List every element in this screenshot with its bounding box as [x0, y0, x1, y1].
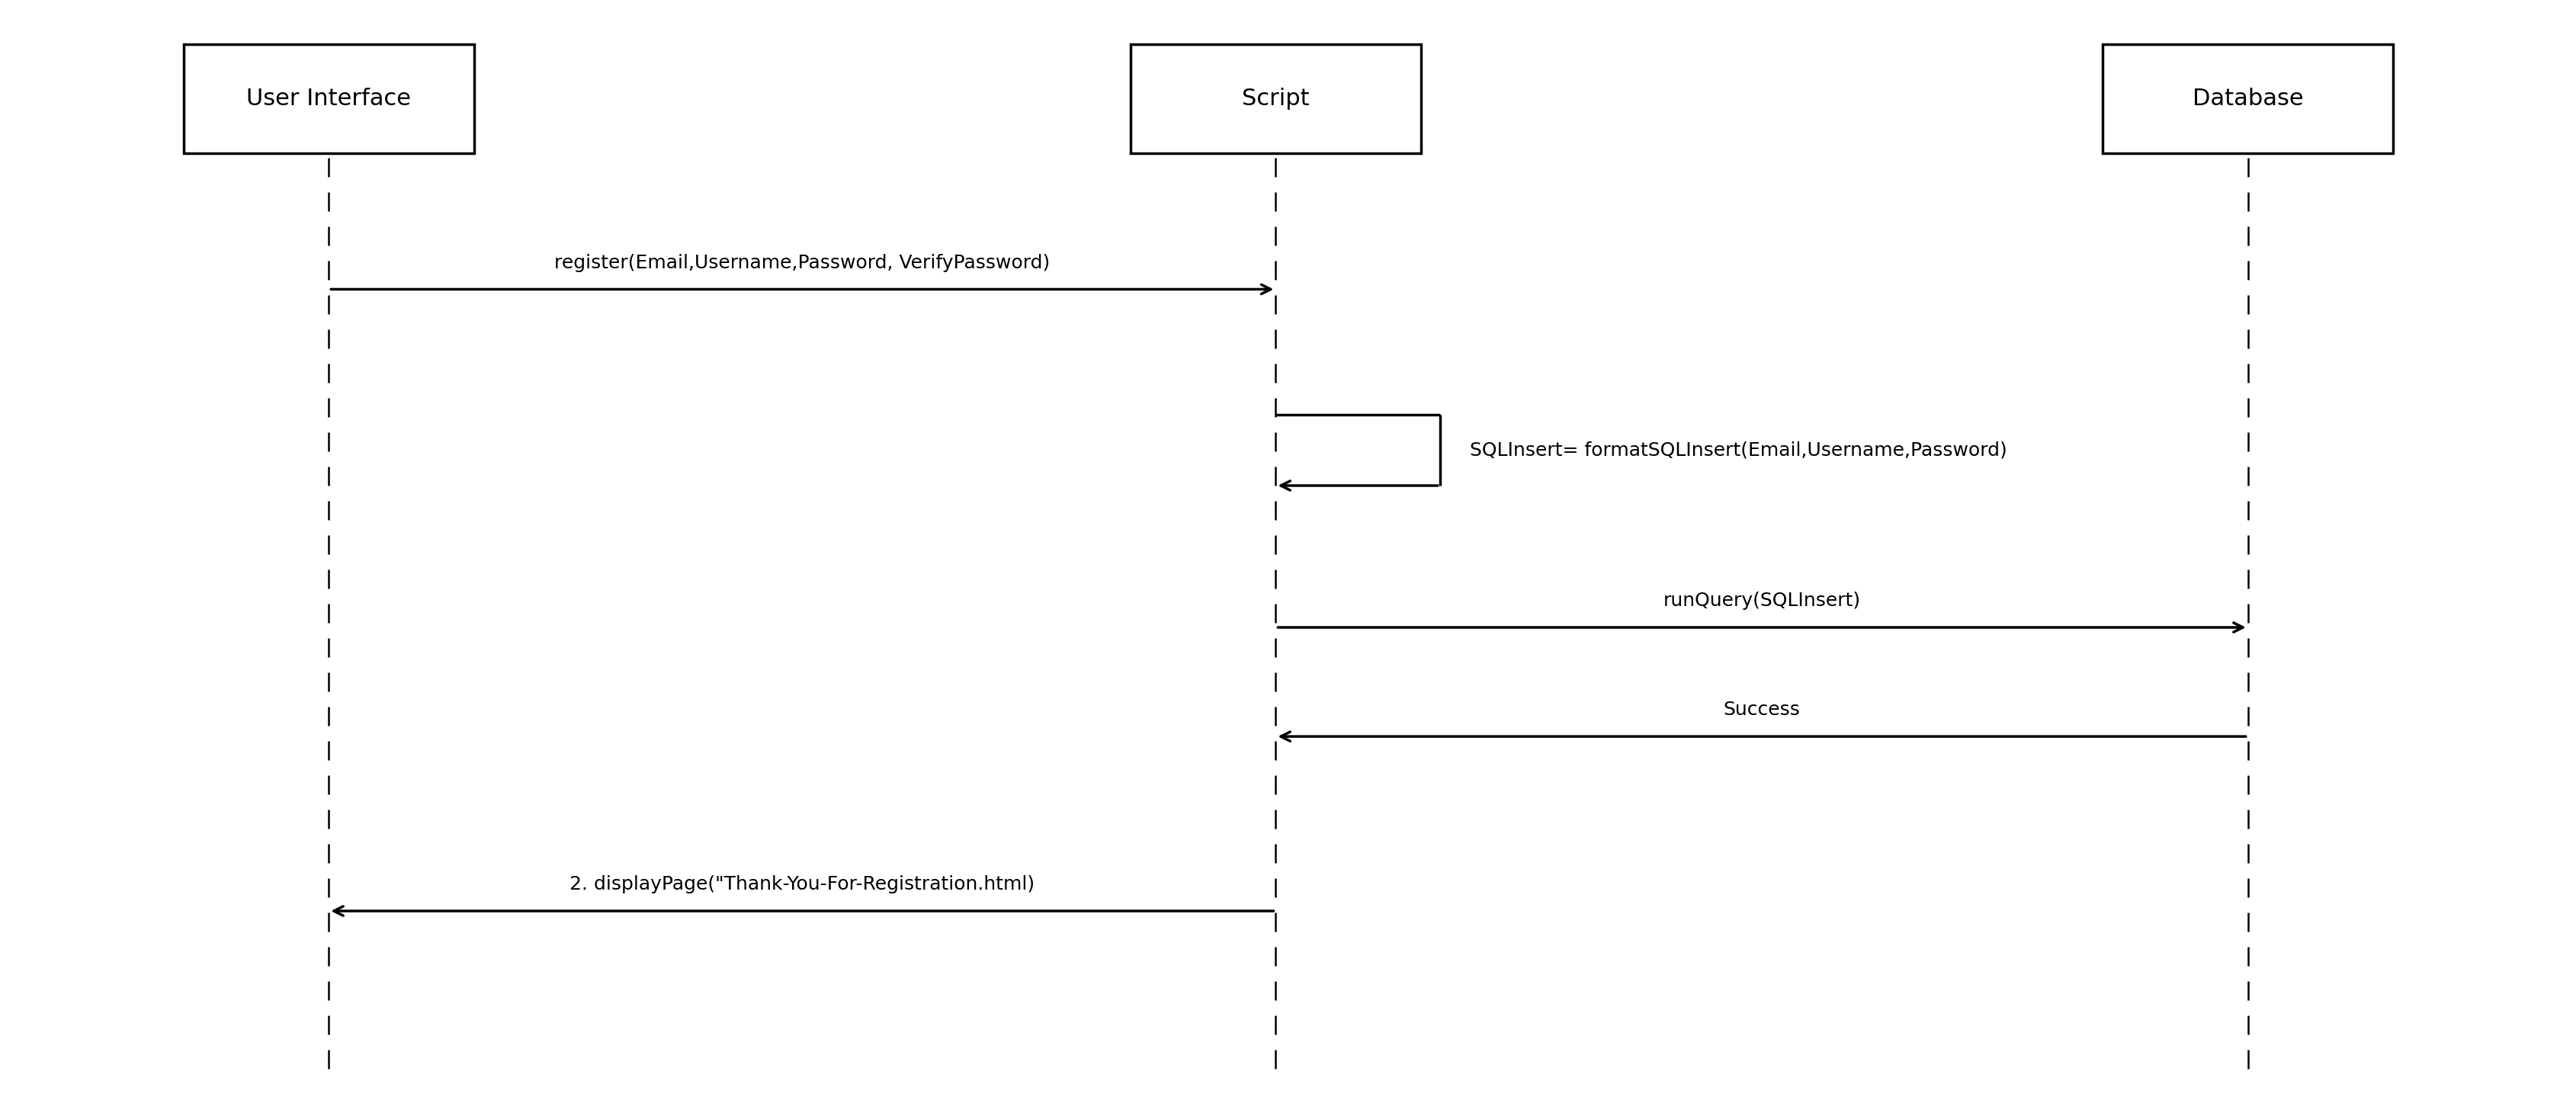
Bar — [183, 43, 474, 152]
Bar — [2102, 43, 2393, 152]
Text: User Interface: User Interface — [247, 87, 412, 109]
Bar — [1131, 43, 1419, 152]
Text: Success: Success — [1723, 701, 1801, 719]
Text: 2. displayPage("Thank-You-For-Registration.html): 2. displayPage("Thank-You-For-Registrati… — [569, 875, 1036, 894]
Text: Script: Script — [1242, 87, 1309, 109]
Text: register(Email,Username,Password, VerifyPassword): register(Email,Username,Password, Verify… — [554, 254, 1051, 272]
Text: Database: Database — [2192, 87, 2303, 109]
Text: runQuery(SQLInsert): runQuery(SQLInsert) — [1662, 592, 1860, 610]
Text: SQLInsert= formatSQLInsert(Email,Username,Password): SQLInsert= formatSQLInsert(Email,Usernam… — [1471, 441, 2007, 460]
